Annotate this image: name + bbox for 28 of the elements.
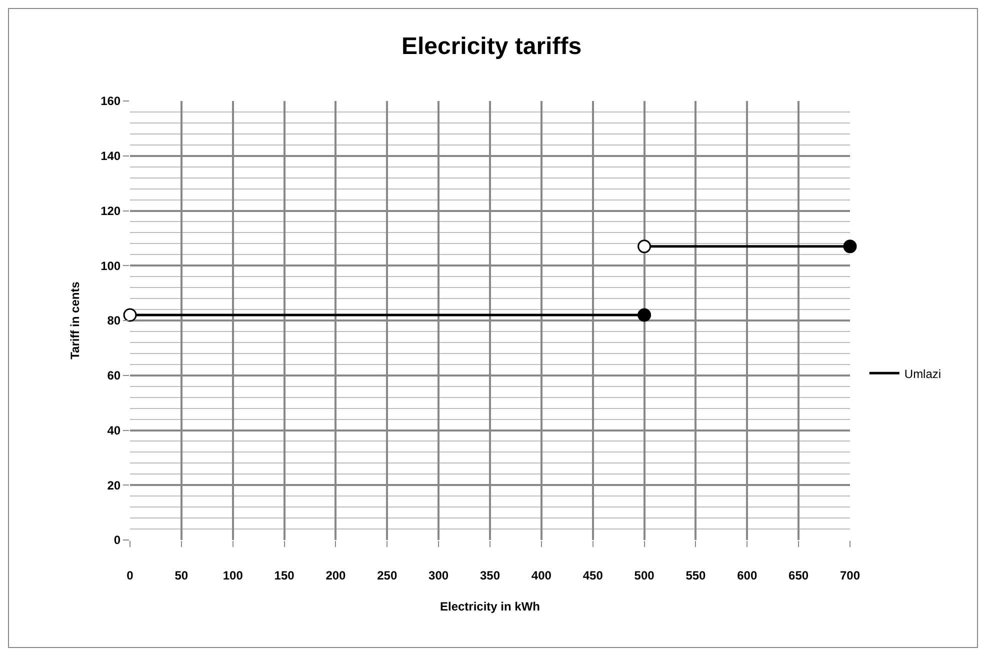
chart-title: Elecricity tariffs <box>401 32 582 60</box>
y-tick-label: 140 <box>100 149 121 164</box>
x-tick-label: 650 <box>788 568 809 582</box>
y-tick-label: 40 <box>107 423 121 438</box>
x-tick-label: 50 <box>174 568 188 582</box>
x-tick-label: 400 <box>531 568 552 582</box>
x-tick-label: 450 <box>582 568 604 582</box>
x-tick-label: 550 <box>686 568 706 582</box>
x-tick-label: 300 <box>428 568 449 582</box>
legend-label: Umlazi <box>904 366 942 381</box>
x-tick-label: 250 <box>377 568 398 582</box>
x-axis-title: Electricity in kWh <box>440 599 540 614</box>
x-tick-label: 150 <box>274 568 295 582</box>
x-tick-label: 0 <box>126 568 134 582</box>
x-tick-label: 200 <box>326 568 346 582</box>
y-tick-label: 100 <box>100 258 121 273</box>
x-tick-label: 350 <box>480 568 500 582</box>
y-tick-label: 80 <box>107 314 121 328</box>
y-tick-label: 20 <box>107 478 121 492</box>
y-tick-label: 160 <box>100 94 121 108</box>
y-tick-label: 0 <box>114 533 121 548</box>
x-tick-label: 100 <box>222 568 244 582</box>
y-tick-label: 120 <box>100 204 121 218</box>
y-tick-label: 60 <box>107 368 121 383</box>
x-tick-label: 700 <box>840 568 860 582</box>
y-axis-title: Tariff in cents <box>68 281 82 360</box>
x-tick-label: 500 <box>634 568 655 582</box>
x-tick-label: 600 <box>737 568 758 582</box>
